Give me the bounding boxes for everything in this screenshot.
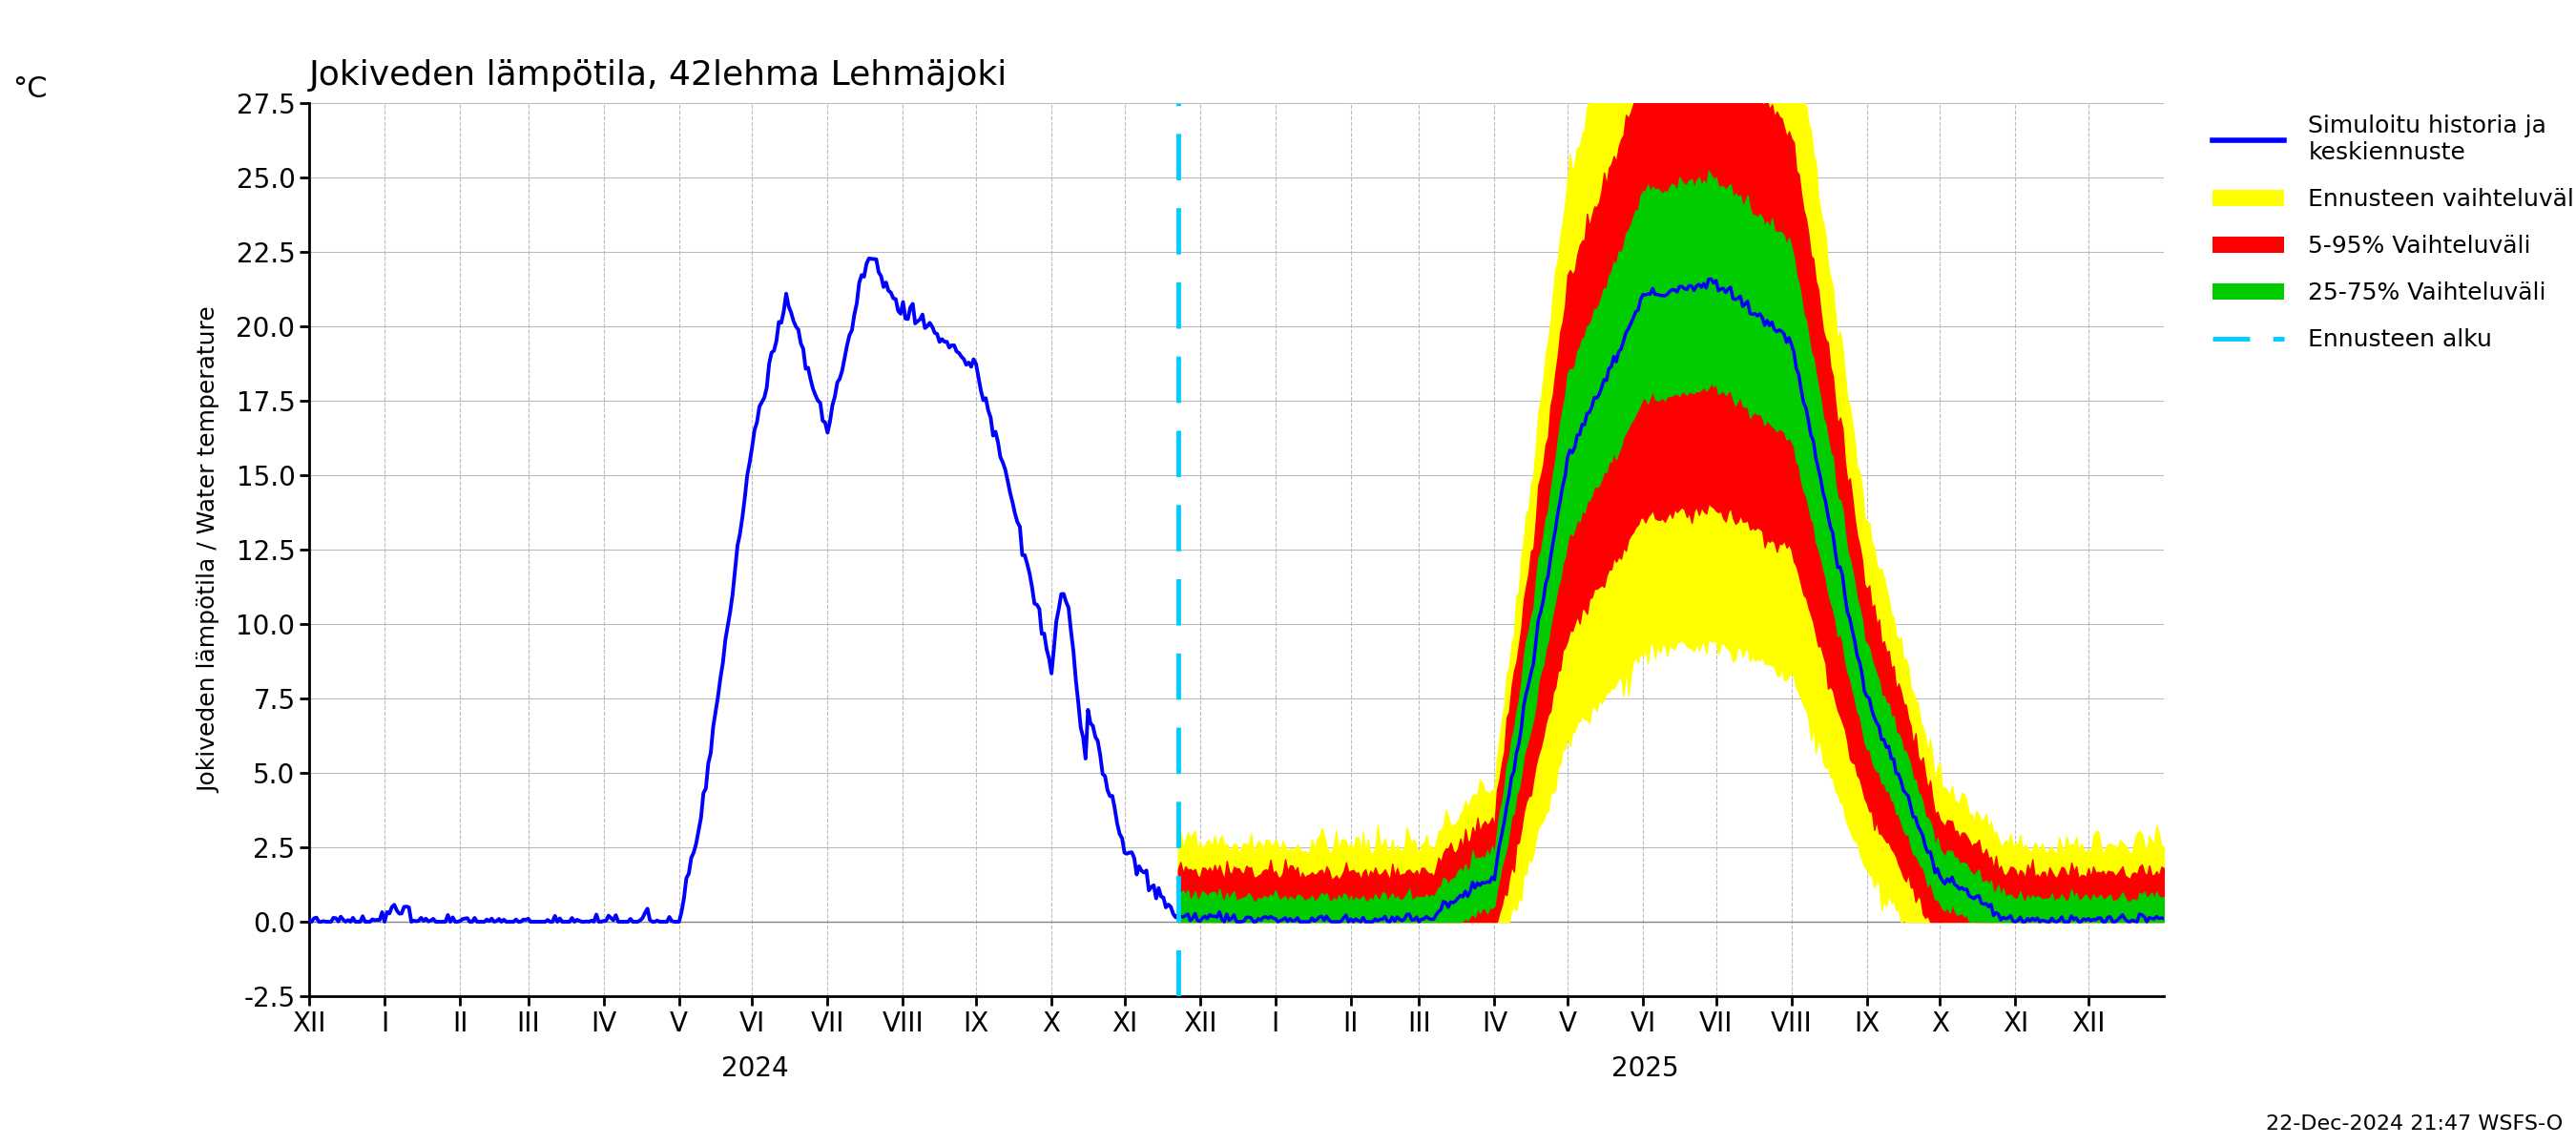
Y-axis label: Jokiveden lämpötila / Water temperature: Jokiveden lämpötila / Water temperature: [198, 307, 219, 792]
Text: 22-Dec-2024 21:47 WSFS-O: 22-Dec-2024 21:47 WSFS-O: [2267, 1114, 2563, 1134]
Text: °C: °C: [13, 76, 49, 103]
Text: 2025: 2025: [1613, 1056, 1680, 1082]
Legend: Simuloitu historia ja
keskiennuste, Ennusteen vaihteluväli, 5-95% Vaihteluväli, : Simuloitu historia ja keskiennuste, Ennu…: [2213, 114, 2576, 352]
Text: 2024: 2024: [721, 1056, 788, 1082]
Text: Jokiveden lämpötila, 42lehma Lehmäjoki: Jokiveden lämpötila, 42lehma Lehmäjoki: [309, 58, 1007, 92]
